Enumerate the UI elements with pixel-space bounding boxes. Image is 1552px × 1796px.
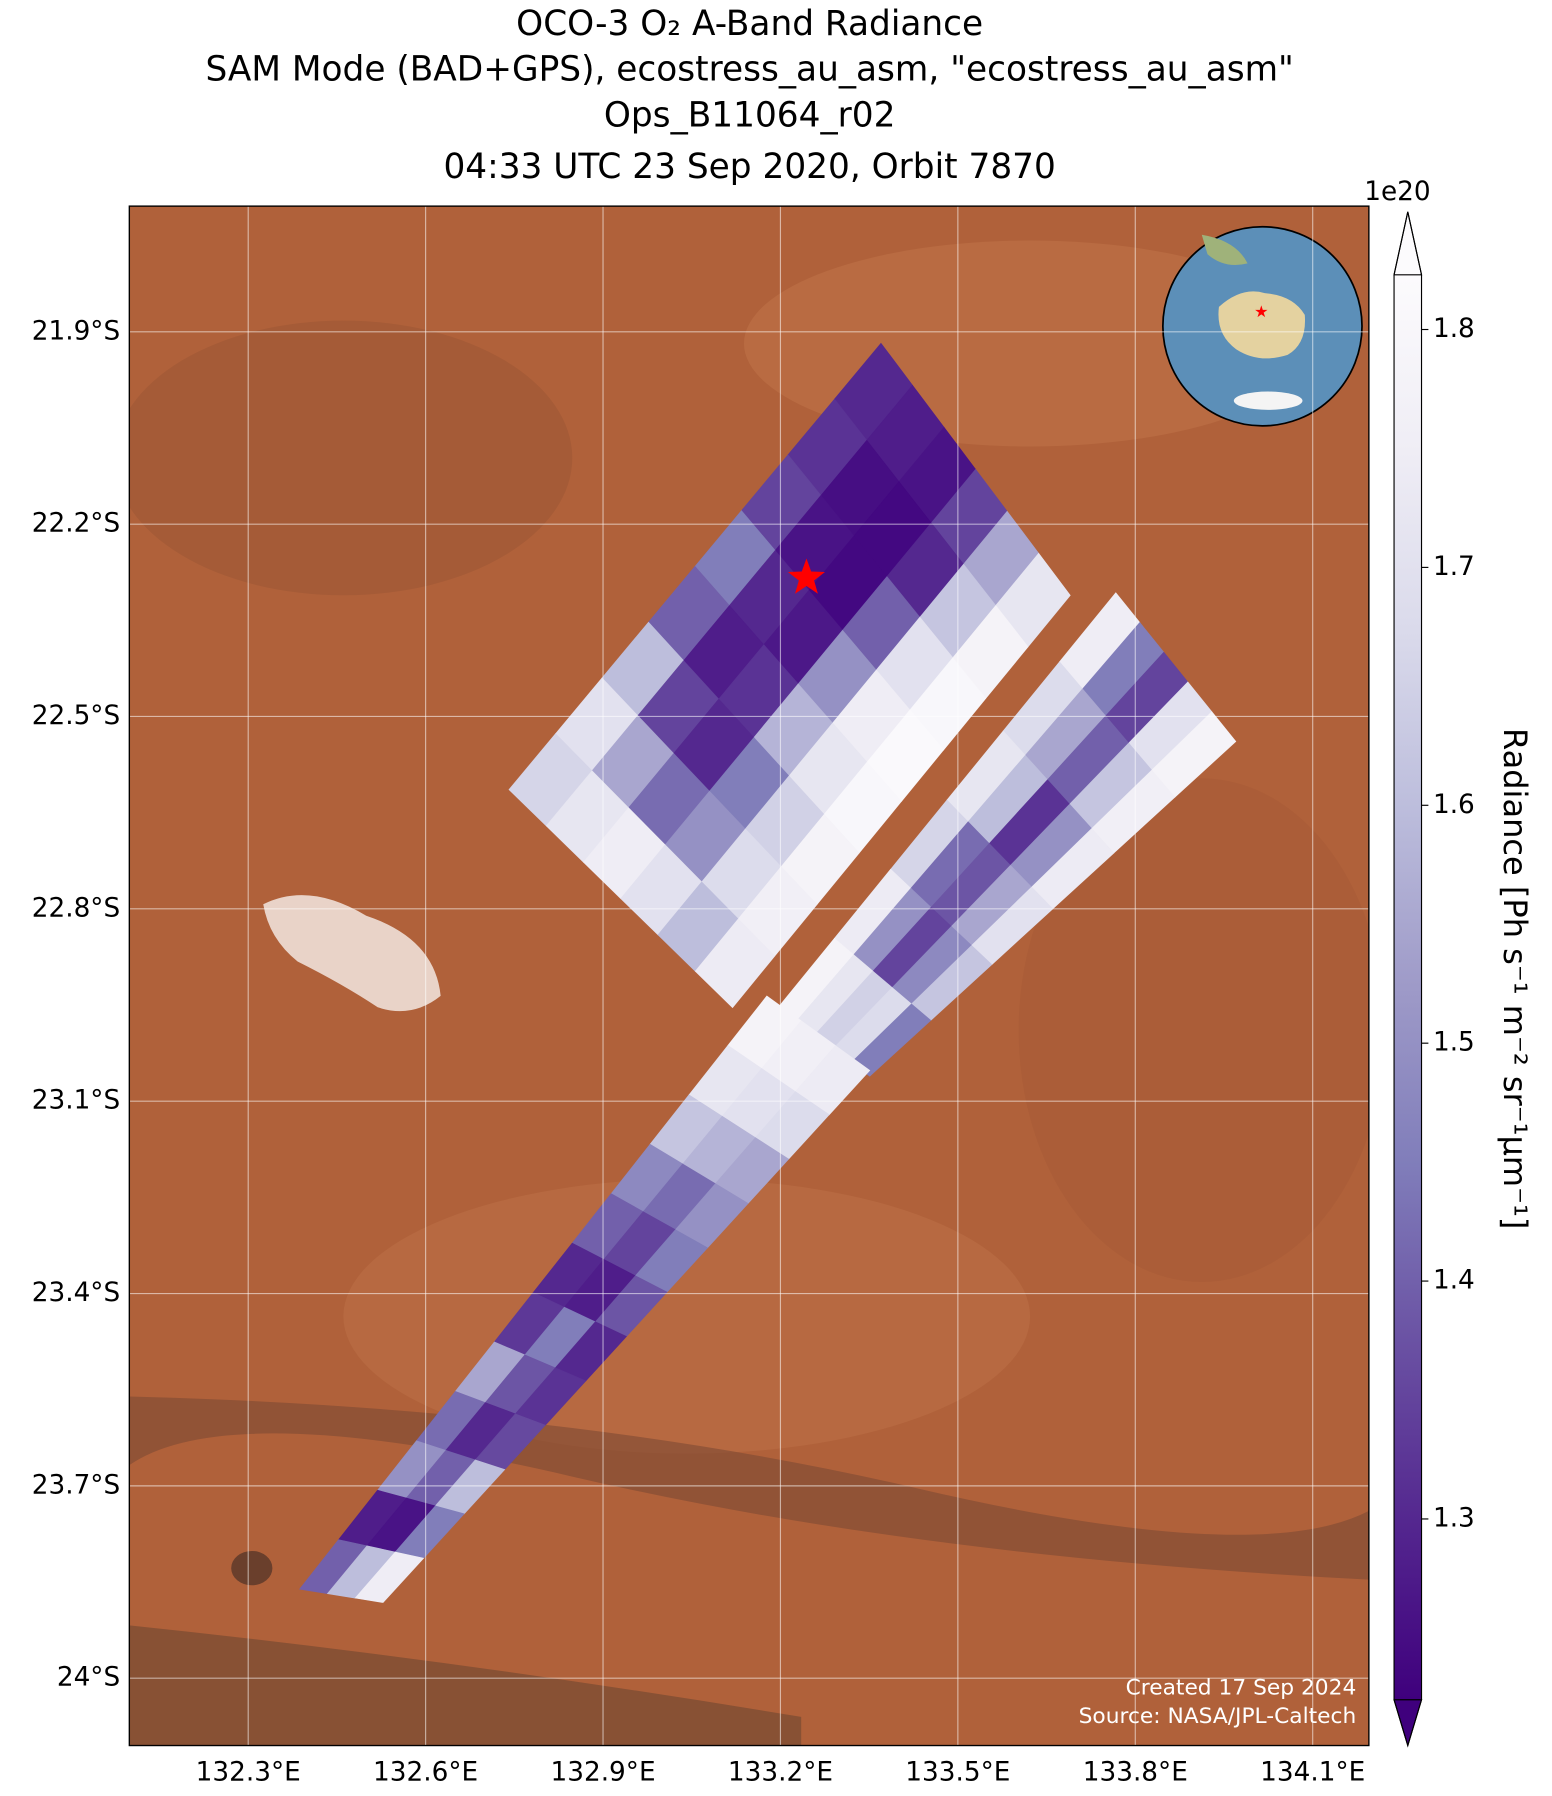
title-line: Ops_B11064_r02	[604, 95, 896, 135]
colorbar-tick-label: 1.7	[1433, 552, 1475, 582]
title-line: OCO-3 O₂ A-Band Radiance	[516, 4, 983, 44]
radiance-cell	[694, 918, 776, 1009]
y-tick-label: 22.5°S	[32, 701, 120, 731]
title-line: SAM Mode (BAD+GPS), ecostress_au_asm, "e…	[205, 50, 1293, 90]
colorbar-tick-label: 1.5	[1433, 1028, 1475, 1058]
x-tick-label: 133.8°E	[1083, 1758, 1188, 1788]
colorbar-tick-label: 1.3	[1433, 1503, 1475, 1533]
y-tick-label: 24°S	[57, 1663, 120, 1693]
y-tick-label: 21.9°S	[32, 316, 120, 346]
colorbar	[1394, 274, 1422, 1700]
y-tick-label: 23.7°S	[32, 1470, 120, 1500]
plot-frame	[128, 205, 1370, 1747]
colorbar-tick-label: 1.4	[1433, 1266, 1475, 1296]
colorbar-frame	[1393, 211, 1423, 1748]
y-tick-label: 22.8°S	[32, 893, 120, 923]
radiance-cell	[354, 1551, 425, 1603]
y-tick-label: 23.1°S	[32, 1086, 120, 1116]
inset-globe: ★	[1161, 225, 1363, 427]
colorbar-extend-min	[1393, 1699, 1423, 1748]
x-tick-label: 132.3°E	[196, 1758, 301, 1788]
inset-star: ★	[1254, 302, 1268, 321]
x-tick-label: 132.9°E	[550, 1758, 655, 1788]
credit: Source: NASA/JPL-Caltech	[1079, 1704, 1357, 1729]
colorbar-extend-max	[1393, 211, 1423, 276]
credit: Created 17 Sep 2024	[1126, 1675, 1357, 1700]
target-marker	[787, 558, 825, 594]
colorbar-tick-label: 1.8	[1433, 314, 1475, 344]
colorbar-tick-label: 1.6	[1433, 790, 1475, 820]
y-tick-label: 23.4°S	[32, 1278, 120, 1308]
colorbar-label: Radiance [Ph s⁻¹ m⁻² sr⁻¹μm⁻¹]	[1496, 728, 1534, 1229]
x-tick-label: 134.1°E	[1260, 1758, 1365, 1788]
x-tick-label: 132.6°E	[373, 1758, 478, 1788]
colorbar-offset: 1e20	[1364, 177, 1430, 207]
x-tick-label: 133.2°E	[728, 1758, 833, 1788]
radiance-cell	[850, 1003, 932, 1077]
x-tick-label: 133.5°E	[905, 1758, 1010, 1788]
y-tick-label: 22.2°S	[32, 509, 120, 539]
title-line: 04:33 UTC 23 Sep 2020, Orbit 7870	[443, 147, 1055, 187]
